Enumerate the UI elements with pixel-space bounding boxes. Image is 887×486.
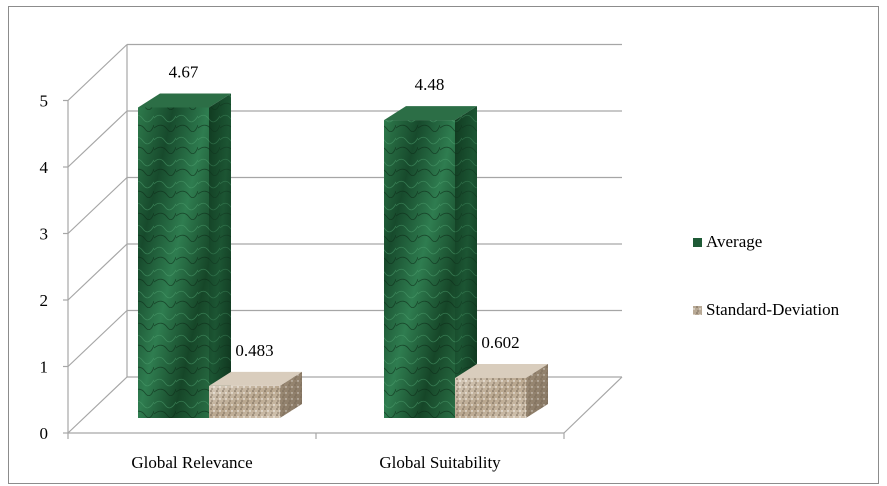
side-wall-gridline	[67, 110, 128, 168]
side-wall-gridline	[67, 44, 128, 101]
x-category-label: Global Suitability	[379, 453, 501, 472]
legend-item-standard-deviation: Standard-Deviation	[693, 300, 840, 319]
bar-side-texture	[455, 106, 477, 418]
y-tick-label: 4	[40, 158, 49, 177]
bar-standard-deviation	[455, 363, 548, 418]
bar-side-texture	[209, 93, 231, 418]
bar-texture	[138, 107, 209, 418]
legend-swatch-texture	[693, 306, 702, 315]
legend-item-average: Average	[693, 232, 762, 251]
side-wall-gridline	[67, 243, 128, 301]
y-tick-label: 0	[40, 424, 49, 443]
bar-texture	[455, 377, 526, 418]
bar-top-face	[209, 371, 302, 386]
side-wall-gridline	[67, 376, 128, 434]
legend-swatch	[693, 238, 702, 247]
bar-average	[138, 93, 231, 418]
data-label: 4.67	[169, 62, 199, 81]
y-tick-label: 1	[40, 358, 49, 377]
bar-texture	[209, 385, 280, 418]
bars-group	[138, 93, 548, 418]
labels-group: 0 1 2 3 4 5 Global Relevance Global Suitability…	[40, 62, 520, 472]
y-tick-label: 3	[40, 225, 49, 244]
side-wall-gridline	[67, 310, 128, 367]
y-tick-label: 5	[40, 92, 49, 111]
bar-average	[384, 106, 477, 418]
bar-top-face	[455, 363, 548, 378]
side-wall-gridline	[67, 177, 128, 234]
data-label: 0.483	[235, 341, 273, 360]
legend-label: Standard-Deviation	[706, 300, 840, 319]
floor-right-edge	[563, 376, 623, 434]
bar-side-texture	[280, 371, 302, 418]
legend-label: Average	[706, 232, 762, 251]
y-tick-label: 2	[40, 291, 49, 310]
x-category-label: Global Relevance	[131, 453, 252, 472]
data-label: 4.48	[415, 75, 445, 94]
data-label: 0.602	[481, 333, 519, 352]
bar-standard-deviation	[209, 371, 302, 418]
bar-texture	[384, 120, 455, 418]
bar-side-texture	[526, 363, 548, 418]
legend: Average Standard-Deviation	[693, 232, 840, 319]
bar-top-face	[384, 106, 477, 121]
bar-top-face	[138, 93, 231, 108]
